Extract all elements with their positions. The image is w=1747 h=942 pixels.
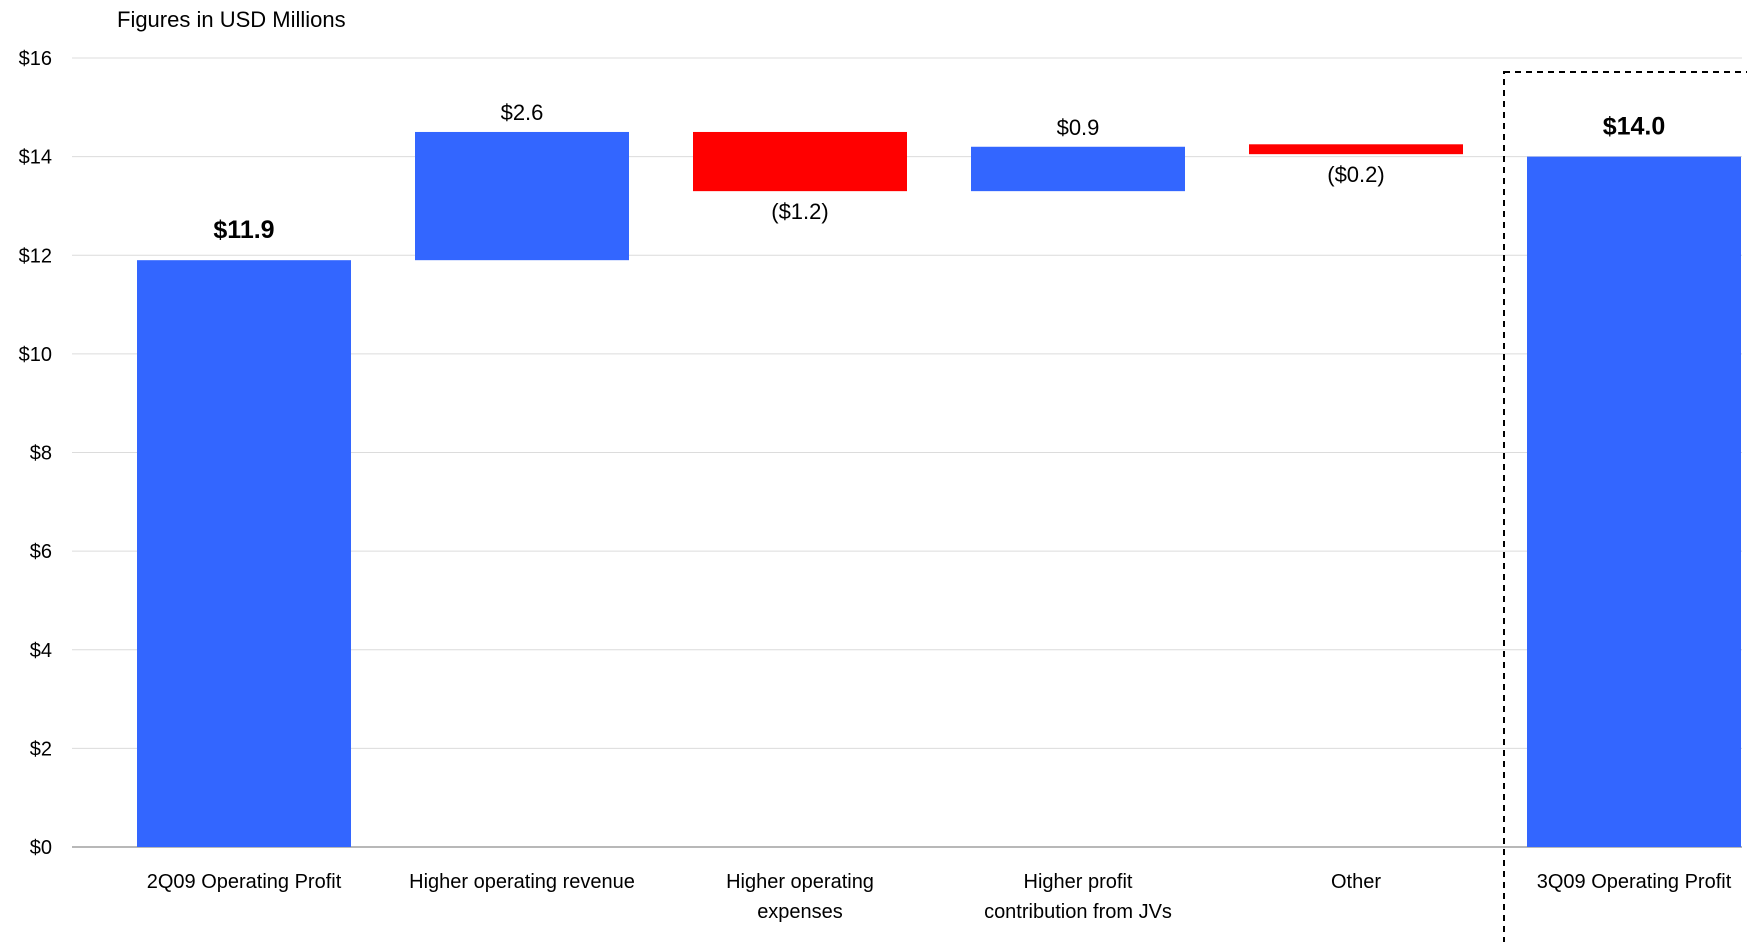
data-label: ($1.2) xyxy=(771,199,828,224)
category-label: Higher operating expenses xyxy=(726,871,874,923)
data-label: $14.0 xyxy=(1603,113,1666,141)
category-label: 3Q09 Operating Profit xyxy=(1537,871,1732,893)
y-tick-label: $8 xyxy=(30,443,52,465)
y-tick-label: $16 xyxy=(19,48,52,70)
y-tick-label: $4 xyxy=(30,640,52,662)
bar xyxy=(693,131,907,192)
data-labels: $11.9 $2.6 ($1.2) $0.9 ($0.2) $14.0 xyxy=(213,100,1665,244)
bar xyxy=(137,260,351,847)
y-tick-label: $0 xyxy=(30,837,52,859)
x-axis: 2Q09 Operating Profit Higher operating re… xyxy=(147,871,1732,923)
y-tick-label: $6 xyxy=(30,541,52,563)
y-tick-label: $2 xyxy=(30,738,52,760)
data-label: $0.9 xyxy=(1057,115,1100,140)
bar xyxy=(1249,144,1463,155)
y-tick-label: $14 xyxy=(19,147,52,169)
highlight-box xyxy=(1503,71,1747,942)
data-label: $2.6 xyxy=(501,100,544,125)
category-label: Higher profit contribution from JVs xyxy=(984,871,1172,923)
bar xyxy=(971,146,1185,192)
category-label: 2Q09 Operating Profit xyxy=(147,871,342,893)
category-label: Higher operating revenue xyxy=(409,871,635,893)
y-tick-label: $10 xyxy=(19,344,52,366)
y-axis: $0 $2 $4 $6 $8 $10 $12 $14 $16 xyxy=(19,48,52,859)
bar xyxy=(1527,156,1741,847)
y-tick-label: $12 xyxy=(19,245,52,267)
bars xyxy=(137,131,1741,847)
category-label: Other xyxy=(1331,871,1381,893)
data-label: ($0.2) xyxy=(1327,162,1384,187)
data-label: $11.9 xyxy=(213,216,274,244)
chart-subtitle: Figures in USD Millions xyxy=(117,7,346,32)
bar xyxy=(415,131,629,261)
